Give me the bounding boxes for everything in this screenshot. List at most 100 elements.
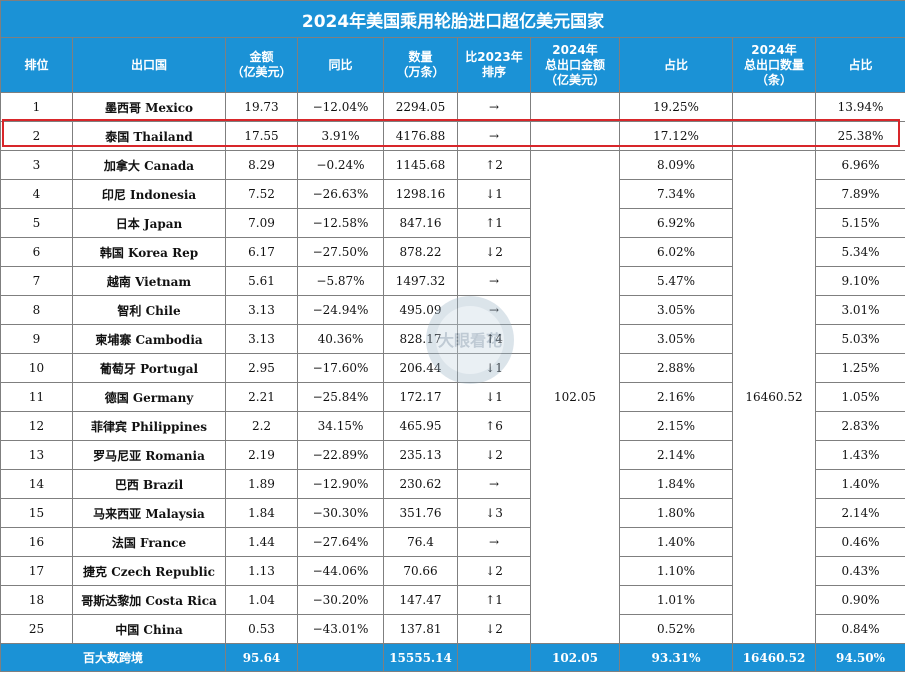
table-row: 1 墨西哥 Mexico 19.73 −12.04% 2294.05 → 19.25% 13.… (0, 92, 905, 122)
qty-cell: 235.13 (383, 440, 458, 470)
footer-blank (457, 643, 531, 672)
yoy-cell: −27.50% (297, 237, 384, 267)
yoy-cell: 40.36% (297, 324, 384, 354)
qty-cell: 147.47 (383, 585, 458, 615)
share-amount-cell: 1.01% (619, 585, 733, 615)
amount-cell: 17.55 (225, 121, 298, 151)
qty-cell: 137.81 (383, 614, 458, 644)
share-qty-cell: 9.10% (814, 266, 905, 296)
share-qty-cell: 5.03% (814, 324, 905, 354)
amount-cell: 6.17 (225, 237, 298, 267)
share-amount-cell: 1.10% (619, 556, 733, 586)
footer-logo: 百大数跨境 (0, 643, 226, 672)
share-amount-cell: 19.25% (619, 92, 733, 122)
share-amount-cell: 2.88% (619, 353, 733, 383)
yoy-cell: −5.87% (297, 266, 384, 296)
share-qty-cell: 1.43% (814, 440, 905, 470)
rank-change-cell: → (457, 121, 531, 151)
share-amount-cell: 6.92% (619, 208, 733, 238)
qty-cell: 1298.16 (383, 179, 458, 209)
amount-cell: 0.53 (225, 614, 298, 644)
share-qty-cell: 0.43% (814, 556, 905, 586)
share-amount-cell: 8.09% (619, 150, 733, 180)
yoy-cell: −0.24% (297, 150, 384, 180)
footer-share-qty: 94.50% (814, 643, 905, 672)
rank-cell: 18 (0, 585, 73, 615)
header-amount: 金额 （亿美元） (225, 37, 298, 93)
share-qty-cell: 5.15% (814, 208, 905, 238)
country-cell: 越南 Vietnam (72, 266, 226, 296)
total-amount-blank (530, 92, 620, 122)
amount-cell: 7.09 (225, 208, 298, 238)
total-qty-blank (732, 92, 816, 122)
yoy-cell: −12.04% (297, 92, 384, 122)
header-share-amount: 占比 (619, 37, 733, 93)
yoy-cell: −43.01% (297, 614, 384, 644)
amount-cell: 2.19 (225, 440, 298, 470)
table-row: 6 韩国 Korea Rep 6.17 −27.50% 878.22 ↓2 6.02% 5.3… (0, 237, 905, 267)
header-total-amount: 2024年 总出口金额 （亿美元） (530, 37, 620, 93)
country-cell: 罗马尼亚 Romania (72, 440, 226, 470)
rank-cell: 12 (0, 411, 73, 441)
table-row: 11 德国 Germany 2.21 −25.84% 172.17 ↓1 2.16% 1.05… (0, 382, 905, 412)
table-row: 25 中国 China 0.53 −43.01% 137.81 ↓2 0.52% 0.84% (0, 614, 905, 644)
table-title: 2024年美国乘用轮胎进口超亿美元国家 (0, 0, 905, 38)
qty-cell: 351.76 (383, 498, 458, 528)
qty-cell: 4176.88 (383, 121, 458, 151)
country-cell: 中国 China (72, 614, 226, 644)
table-row: 3 加拿大 Canada 8.29 −0.24% 1145.68 ↑2 102.05 8.09… (0, 150, 905, 644)
rank-change-cell: ↓1 (457, 353, 531, 383)
qty-cell: 878.22 (383, 237, 458, 267)
table-row: 9 柬埔寨 Cambodia 3.13 40.36% 828.17 ↑4 3.05% 5.03… (0, 324, 905, 354)
country-cell: 马来西亚 Malaysia (72, 498, 226, 528)
share-qty-cell: 1.40% (814, 469, 905, 499)
rank-change-cell: → (457, 295, 531, 325)
rank-change-cell: ↓2 (457, 237, 531, 267)
table-row: 15 马来西亚 Malaysia 1.84 −30.30% 351.76 ↓3 1.80% 2… (0, 498, 905, 528)
header-rank: 排位 (0, 37, 73, 93)
country-cell: 智利 Chile (72, 295, 226, 325)
amount-cell: 8.29 (225, 150, 298, 180)
country-cell: 哥斯达黎加 Costa Rica (72, 585, 226, 615)
rank-change-cell: ↑4 (457, 324, 531, 354)
share-amount-cell: 5.47% (619, 266, 733, 296)
country-cell: 墨西哥 Mexico (72, 92, 226, 122)
rank-cell: 13 (0, 440, 73, 470)
footer-blank (297, 643, 384, 672)
table-row: 16 法国 France 1.44 −27.64% 76.4 → 1.40% 0.46% (0, 527, 905, 557)
header-total-qty: 2024年 总出口数量 （条） (732, 37, 816, 93)
rank-cell: 25 (0, 614, 73, 644)
country-cell: 巴西 Brazil (72, 469, 226, 499)
rank-cell: 9 (0, 324, 73, 354)
total-amount-merged: 102.05 (530, 150, 620, 644)
rank-change-cell: ↓2 (457, 614, 531, 644)
country-cell: 柬埔寨 Cambodia (72, 324, 226, 354)
rank-cell: 2 (0, 121, 73, 151)
header-yoy: 同比 (297, 37, 384, 93)
share-qty-cell: 0.90% (814, 585, 905, 615)
share-qty-cell: 0.46% (814, 527, 905, 557)
country-cell: 韩国 Korea Rep (72, 237, 226, 267)
share-amount-cell: 6.02% (619, 237, 733, 267)
yoy-cell: 3.91% (297, 121, 384, 151)
yoy-cell: −30.30% (297, 498, 384, 528)
qty-cell: 847.16 (383, 208, 458, 238)
qty-cell: 828.17 (383, 324, 458, 354)
yoy-cell: −30.20% (297, 585, 384, 615)
qty-cell: 206.44 (383, 353, 458, 383)
table-row: 2 泰国 Thailand 17.55 3.91% 4176.88 → 17.12% 25.3… (0, 121, 905, 151)
table-row: 7 越南 Vietnam 5.61 −5.87% 1497.32 → 5.47% 9.10% (0, 266, 905, 296)
header-country: 出口国 (72, 37, 226, 93)
total-amount-blank (530, 121, 620, 151)
rank-change-cell: → (457, 469, 531, 499)
amount-cell: 5.61 (225, 266, 298, 296)
amount-cell: 19.73 (225, 92, 298, 122)
rank-cell: 5 (0, 208, 73, 238)
footer-total-qty: 16460.52 (732, 643, 816, 672)
yoy-cell: −12.90% (297, 469, 384, 499)
qty-cell: 1497.32 (383, 266, 458, 296)
rank-cell: 7 (0, 266, 73, 296)
share-qty-cell: 13.94% (814, 92, 905, 122)
qty-cell: 230.62 (383, 469, 458, 499)
